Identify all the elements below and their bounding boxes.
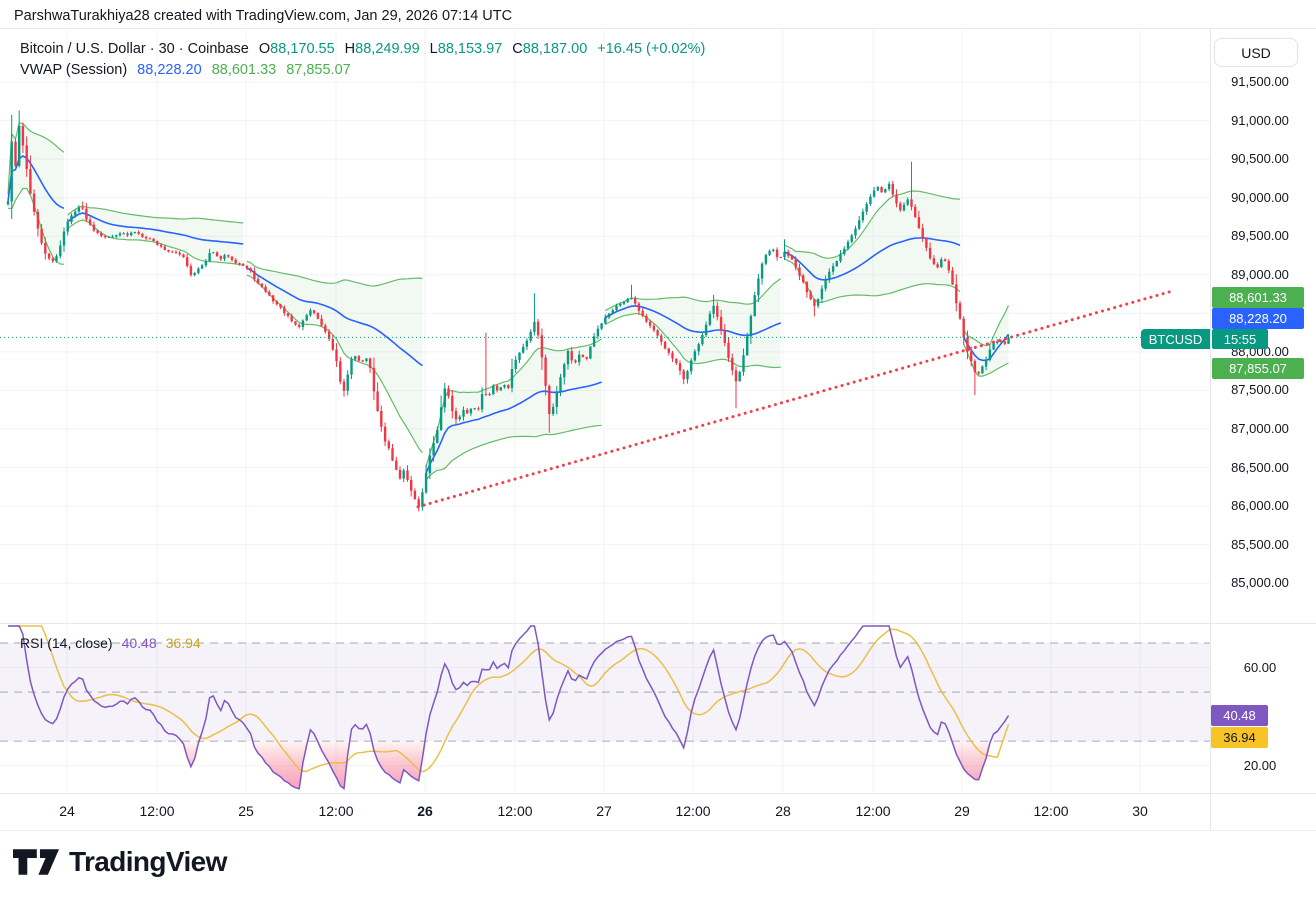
- time-axis-label: 27: [596, 803, 612, 819]
- header-separator: [0, 28, 1316, 29]
- rsi-value-tag: 40.48: [1211, 705, 1268, 726]
- rsi-ma-value: 36.94: [165, 635, 201, 651]
- attribution-text: ParshwaTurakhiya28 created with TradingV…: [14, 8, 513, 24]
- vwap-lower-value: 87,855.07: [286, 62, 351, 78]
- vwap-legend[interactable]: VWAP (Session) 88,228.20 88,601.33 87,85…: [20, 62, 351, 78]
- price-axis-label: 87,500.00: [1231, 382, 1289, 398]
- symbol-title[interactable]: Bitcoin / U.S. Dollar · 30 · Coinbase: [20, 41, 249, 57]
- bottom-separator: [0, 830, 1316, 831]
- vwap-title[interactable]: VWAP (Session): [20, 62, 128, 78]
- time-axis-label: 12:00: [1033, 803, 1069, 819]
- price-axis-label: 91,000.00: [1231, 112, 1289, 128]
- price-change: +16.45 (+0.02%): [597, 41, 706, 57]
- rsi-legend[interactable]: RSI (14, close) 40.48 36.94: [20, 635, 201, 651]
- ohlc-open: O88,170.55: [258, 41, 335, 57]
- symbol-price-tag: BTCUSD: [1141, 329, 1210, 349]
- time-axis-label: 26: [417, 803, 433, 819]
- rsi-axis-label: 20.00: [1243, 757, 1277, 773]
- time-axis-label: 25: [238, 803, 254, 819]
- tradingview-logo-icon: [13, 849, 59, 875]
- price-axis-label: 90,000.00: [1231, 189, 1289, 205]
- rsi-value: 40.48: [121, 635, 157, 651]
- vwap-price-tag: 88,228.20: [1212, 308, 1304, 329]
- ohlc-low: L88,153.97: [429, 41, 503, 57]
- price-axis-label: 86,000.00: [1231, 498, 1289, 514]
- time-axis-label: 29: [954, 803, 970, 819]
- price-axis-label: 91,500.00: [1231, 74, 1289, 89]
- time-axis-label: 12:00: [675, 803, 711, 819]
- rsi-ma-value-tag: 36.94: [1211, 727, 1268, 748]
- brand-name: TradingView: [69, 846, 227, 877]
- price-axis-label: 85,000.00: [1231, 575, 1289, 591]
- bar-countdown-tag: 15:55: [1212, 329, 1268, 349]
- vwap-value: 88,228.20: [137, 62, 202, 78]
- ohlc-high: H88,249.99: [344, 41, 420, 57]
- pane-separator[interactable]: [0, 623, 1316, 624]
- time-axis-label: 12:00: [139, 803, 175, 819]
- time-axis-label: 12:00: [318, 803, 354, 819]
- price-axis-label: 86,500.00: [1231, 459, 1289, 475]
- time-axis-separator: [0, 793, 1316, 794]
- vwap-upper-band-price-tag: 88,601.33: [1212, 287, 1304, 308]
- vwap-lower-band-price-tag: 87,855.07: [1212, 358, 1304, 379]
- price-axis-label: 89,500.00: [1231, 228, 1289, 244]
- price-axis-label: 85,500.00: [1231, 536, 1289, 552]
- time-axis[interactable]: 24 12:00 25 12:00 26 12:00 27 12:00 28 12:00 29 12:…: [0, 793, 1210, 831]
- price-axis-label: 89,000.00: [1231, 266, 1289, 282]
- price-axis-label: 90,500.00: [1231, 151, 1289, 167]
- time-axis-label: 28: [775, 803, 791, 819]
- price-axis-label: 87,000.00: [1231, 420, 1289, 436]
- price-axis-separator: [1210, 28, 1211, 830]
- time-axis-label: 12:00: [855, 803, 891, 819]
- ohlc-close: C88,187.00: [512, 41, 588, 57]
- rsi-title[interactable]: RSI (14, close): [20, 635, 113, 651]
- time-axis-label: 12:00: [497, 803, 533, 819]
- vwap-upper-value: 88,601.33: [211, 62, 277, 78]
- rsi-axis-label: 60.00: [1243, 659, 1277, 675]
- time-axis-label: 24: [59, 803, 75, 819]
- currency-toggle-button[interactable]: USD: [1214, 38, 1298, 67]
- price-axis[interactable]: 91,500.00 91,000.00 90,500.00 90,000.00 89,5…: [1210, 0, 1316, 899]
- main-series-legend[interactable]: Bitcoin / U.S. Dollar · 30 · Coinbase O8…: [20, 41, 705, 57]
- tradingview-logo[interactable]: TradingView: [13, 845, 227, 879]
- time-axis-label: 30: [1132, 803, 1148, 819]
